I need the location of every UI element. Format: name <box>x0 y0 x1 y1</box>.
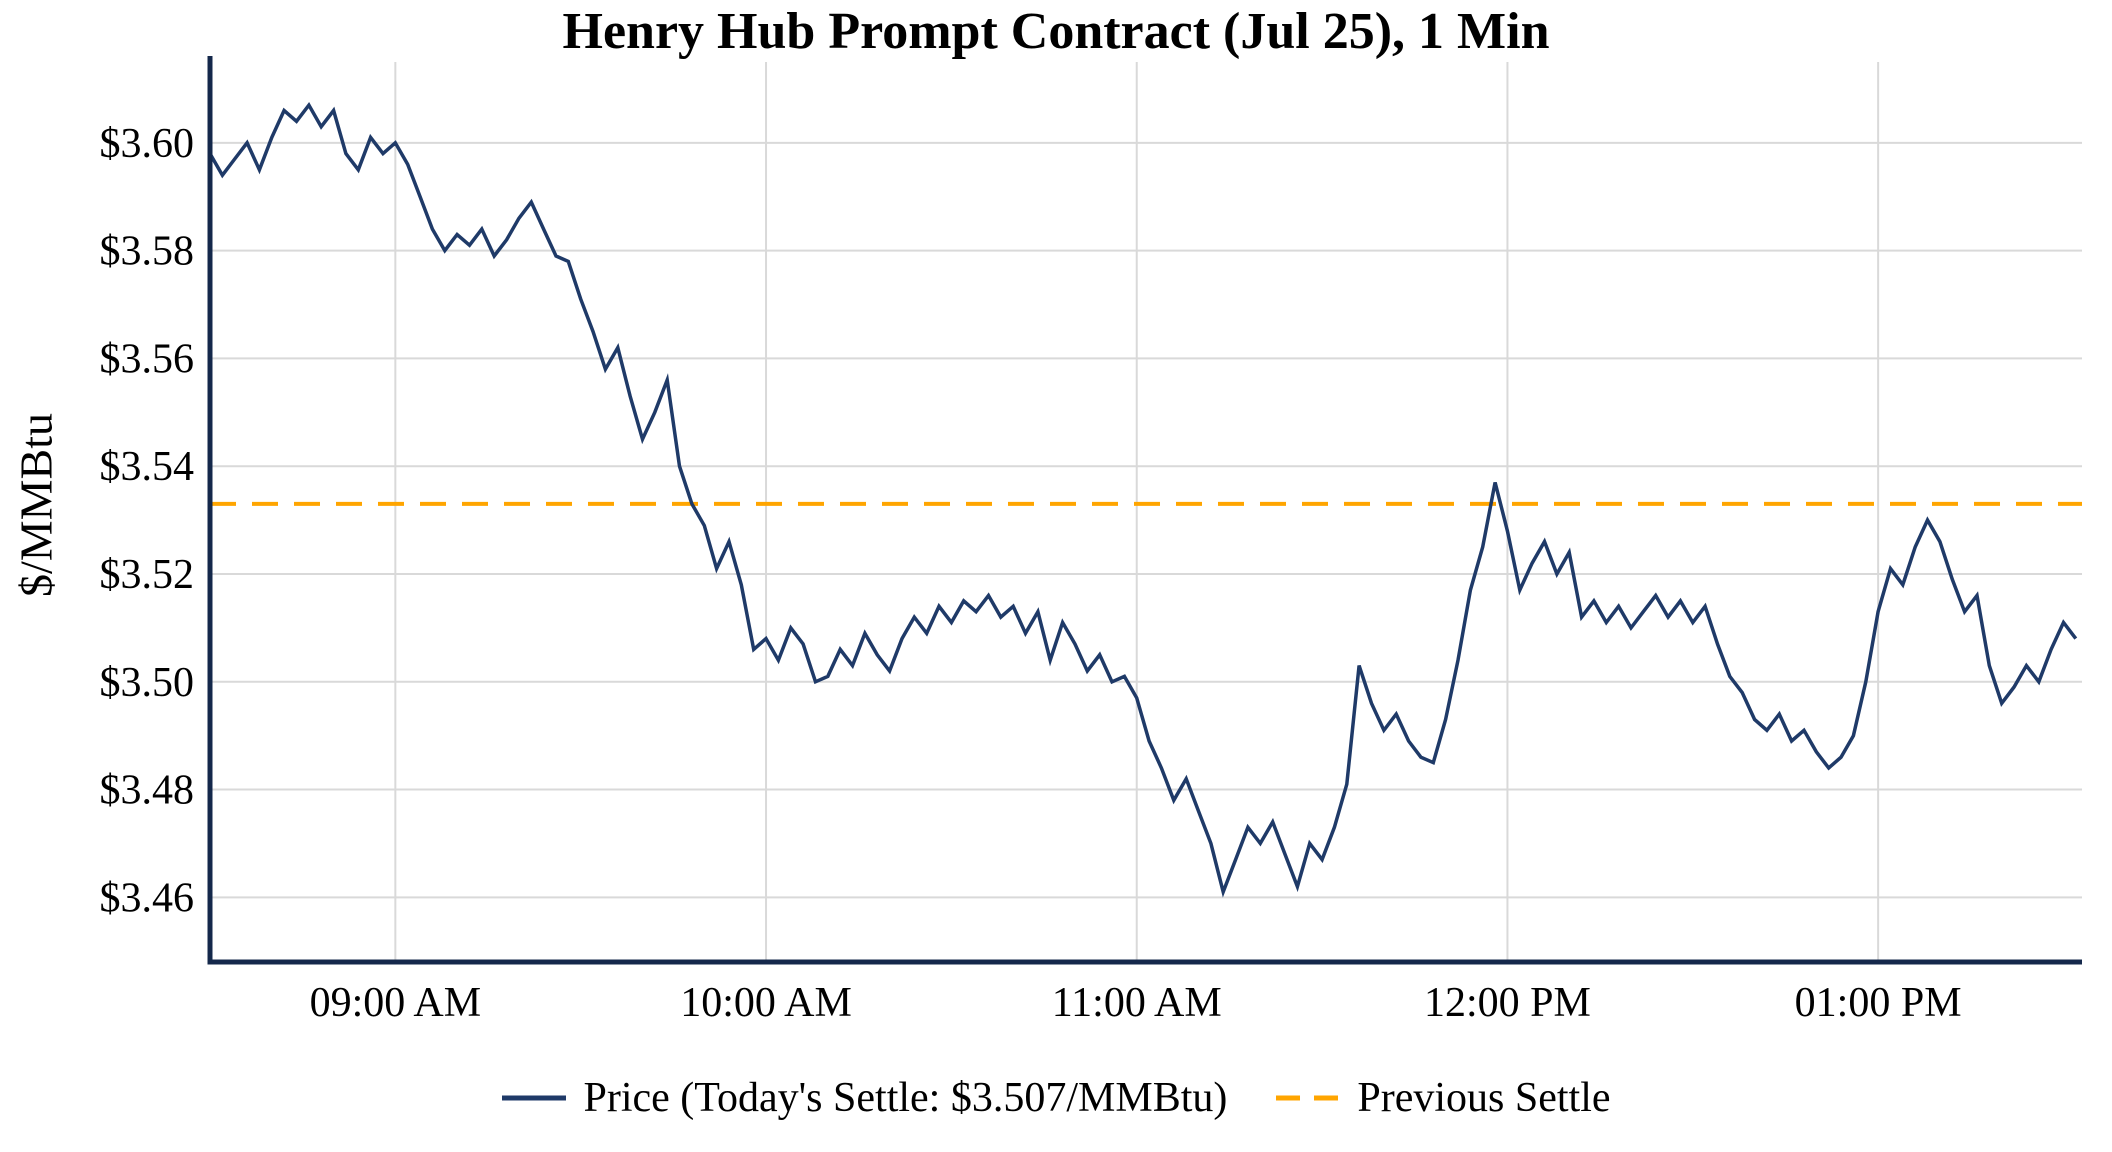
legend-item-previous-settle: Previous Settle <box>1275 1074 1611 1122</box>
y-tick-label: $3.54 <box>100 444 195 490</box>
legend: Price (Today's Settle: $3.507/MMBtu) Pre… <box>0 1058 2112 1138</box>
y-tick-label: $3.60 <box>100 121 195 167</box>
y-tick-label: $3.52 <box>100 552 195 598</box>
x-tick-label: 01:00 PM <box>1795 980 1962 1026</box>
y-tick-label: $3.56 <box>100 336 195 382</box>
x-tick-label: 10:00 AM <box>680 980 852 1026</box>
y-tick-label: $3.48 <box>100 768 195 814</box>
x-tick-label: 09:00 AM <box>310 980 482 1026</box>
price-line <box>208 101 2078 898</box>
y-tick-label: $3.58 <box>100 229 195 275</box>
y-tick-label: $3.46 <box>100 875 195 921</box>
chart-title: Henry Hub Prompt Contract (Jul 25), 1 Mi… <box>562 3 1550 60</box>
legend-previous-settle-label: Previous Settle <box>1357 1075 1611 1121</box>
x-tick-label: 12:00 PM <box>1424 980 1591 1026</box>
legend-item-price: Price (Today's Settle: $3.507/MMBtu) <box>501 1074 1227 1122</box>
y-tick-label: $3.50 <box>100 660 195 706</box>
x-tick-label: 11:00 AM <box>1052 980 1222 1026</box>
price-line-swatch-icon <box>502 1095 567 1101</box>
legend-price-label: Price (Today's Settle: $3.507/MMBtu) <box>583 1075 1228 1121</box>
previous-settle-swatch-icon <box>1276 1095 1341 1101</box>
